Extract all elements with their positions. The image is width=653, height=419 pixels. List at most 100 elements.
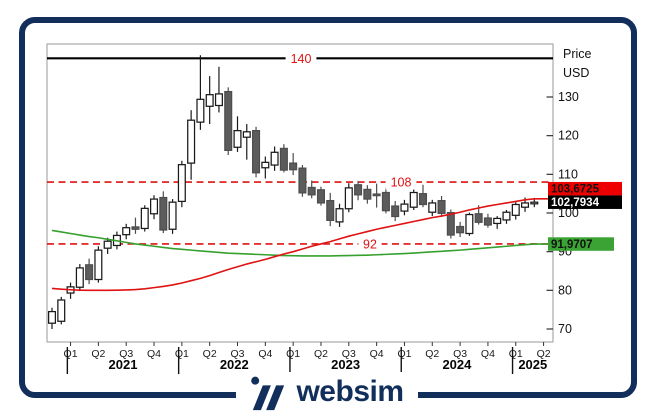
level-label-bg [385,174,417,190]
quarter-label: Q1 [64,348,78,360]
year-label: 2025 [518,357,547,372]
candle-up [103,240,112,249]
quarter-label: Q2 [91,348,105,360]
candle-up [187,119,196,164]
year-label: 2023 [331,357,360,372]
level-label-bg [358,236,382,252]
level-label-bg [285,50,317,66]
price-tag-text-green-ma-value: 91,9707 [551,239,593,251]
quarter-label: Q1 [397,348,411,360]
year-label: 2022 [220,357,249,372]
candle-up [521,202,530,208]
websim-logo-icon [250,376,284,411]
quarter-label: Q2 [203,348,217,360]
quarter-label: Q4 [258,348,272,360]
candle-down [131,226,140,230]
price-axis-tick-label: 120 [558,129,579,143]
candle-up [493,217,502,225]
candle-up [47,310,57,324]
quarter-label: Q3 [119,348,133,360]
price-axis-tick-label: 100 [558,206,579,220]
candle-down [326,200,335,221]
level-label-140: 140 [291,52,312,66]
candle-down [289,162,298,171]
quarter-label: Q1 [175,348,189,360]
price-axis-title: Price [563,47,592,61]
websim-logo: websim [235,372,418,414]
price-tag-text-red-ma-value: 103,6725 [551,184,600,196]
candle-up [511,203,520,216]
websim-logo-text: websim [296,374,404,408]
candle-up [233,130,242,148]
year-label: 2021 [109,357,138,372]
candle-down [456,225,465,234]
candle-down [437,200,446,215]
candle-up [502,211,511,221]
price-axis-tick-label: 70 [558,322,572,336]
price-tag-text-last-price: 102,7934 [551,197,600,209]
candle-up [409,191,418,208]
quarter-label: Q2 [537,348,551,360]
candle-down [474,213,483,223]
quarter-label: Q3 [342,348,356,360]
candle-up [150,198,159,215]
candle-down [354,184,363,196]
candle-down [85,264,94,281]
candle-up [400,203,409,212]
candle-up [140,207,149,230]
quarter-label: Q2 [425,348,439,360]
candle-up [122,227,131,236]
candle-down [446,211,455,236]
candle-up [57,299,66,322]
price-axis-unit: USD [563,66,589,80]
candle-up [344,187,353,210]
candle-up [335,208,344,223]
candle-down [381,191,390,212]
ma-line-long-ma-green [51,229,554,257]
candle-down [363,188,372,200]
candle-down [418,193,428,206]
candle-down [224,90,233,151]
candle-up [242,131,251,138]
candle-down [298,167,307,194]
candle-down [316,189,326,204]
quarter-label: Q3 [453,348,467,360]
price-axis-tick-label: 130 [558,90,579,104]
candle-down [307,186,316,196]
level-label-92: 92 [363,237,377,251]
candle-down [159,196,168,231]
price-axis-tick-label: 110 [558,167,578,181]
level-label-108: 108 [391,176,412,190]
candle-down [279,147,288,171]
price-tag-green-ma-value [548,237,614,251]
price-tag-red-ma-value [548,181,622,196]
ma-line-ma-red [51,197,553,292]
quarter-label: Q2 [314,348,328,360]
price-tag-last-price [548,195,622,209]
candle-up [428,202,437,213]
candle-down [391,205,400,218]
candle-up [261,161,270,169]
candle-up [196,98,205,123]
quarter-label: Q3 [230,348,244,360]
candle-down [252,130,261,174]
quarter-label: Q4 [147,348,161,360]
quarter-label: Q4 [481,348,495,360]
candle-up [465,213,474,235]
candle-up [177,164,186,203]
candle-up [94,249,103,281]
candle-up [530,201,539,205]
year-label: 2024 [442,357,472,372]
candle-down [483,217,492,226]
candle-up [205,94,214,107]
price-axis-tick-label: 80 [558,283,572,297]
candle-up [168,201,177,230]
candle-up [75,267,84,288]
candle-up [270,151,279,166]
quarter-label: Q1 [286,348,300,360]
candle-up [214,93,223,107]
candle-down [372,193,381,197]
quarter-label: Q4 [370,348,384,360]
